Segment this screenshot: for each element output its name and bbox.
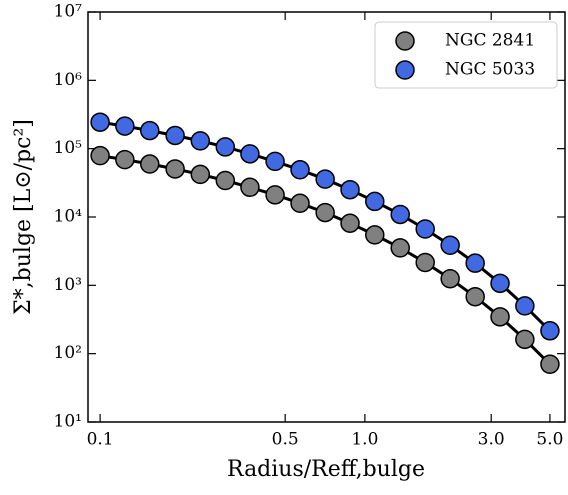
marker — [165, 159, 185, 179]
marker — [290, 193, 310, 213]
marker — [290, 160, 310, 180]
marker — [115, 116, 135, 136]
marker — [540, 354, 560, 375]
legend-label: NGC 5033 — [445, 60, 535, 80]
marker — [515, 296, 535, 316]
legend-marker — [395, 60, 415, 80]
marker — [440, 268, 460, 289]
x-tick-label: 1.0 — [351, 430, 378, 450]
x-tick-label: 3.0 — [478, 430, 505, 450]
y-tick-label: 10⁷ — [54, 2, 83, 22]
marker — [365, 225, 385, 245]
marker — [340, 213, 360, 233]
marker — [140, 154, 160, 174]
y-tick-label: 10¹ — [54, 412, 82, 432]
y-tick-label: 10³ — [54, 275, 82, 295]
y-tick-label: 10⁶ — [54, 70, 83, 90]
marker — [315, 202, 335, 223]
marker — [465, 286, 485, 307]
marker — [165, 125, 185, 146]
legend-label: NGC 2841 — [445, 31, 535, 51]
marker — [390, 238, 410, 258]
marker — [315, 169, 335, 189]
y-tick-label: 10⁴ — [54, 207, 83, 227]
y-axis-label: Σ*,bulge [L⊙/pc²] — [11, 119, 36, 315]
marker — [240, 177, 260, 198]
marker — [440, 235, 460, 255]
marker — [515, 329, 535, 350]
marker — [190, 164, 211, 185]
marker — [115, 149, 135, 170]
marker — [90, 145, 110, 166]
legend-marker — [395, 31, 415, 51]
marker — [90, 112, 110, 132]
marker — [340, 179, 360, 200]
y-tick-label: 10² — [54, 343, 82, 363]
marker — [390, 204, 410, 225]
x-tick-label: 0.1 — [87, 430, 114, 450]
marker — [465, 253, 485, 273]
marker — [415, 252, 435, 273]
x-tick-label: 5.0 — [536, 430, 563, 450]
marker — [540, 321, 560, 341]
x-axis-label: Radius/Reff,bulge — [227, 457, 425, 482]
marker — [490, 273, 510, 294]
x-tick-label: 0.5 — [272, 430, 299, 450]
marker — [415, 219, 435, 239]
marker — [265, 185, 285, 205]
marker — [140, 120, 160, 141]
y-tick-label: 10⁵ — [54, 138, 83, 158]
marker — [265, 151, 285, 172]
marker — [215, 137, 236, 157]
marker — [240, 144, 260, 164]
legend-box — [374, 21, 558, 89]
marker — [215, 170, 236, 191]
plot-frame — [87, 11, 566, 423]
marker — [490, 307, 510, 327]
marker — [365, 191, 385, 212]
marker — [190, 131, 211, 151]
